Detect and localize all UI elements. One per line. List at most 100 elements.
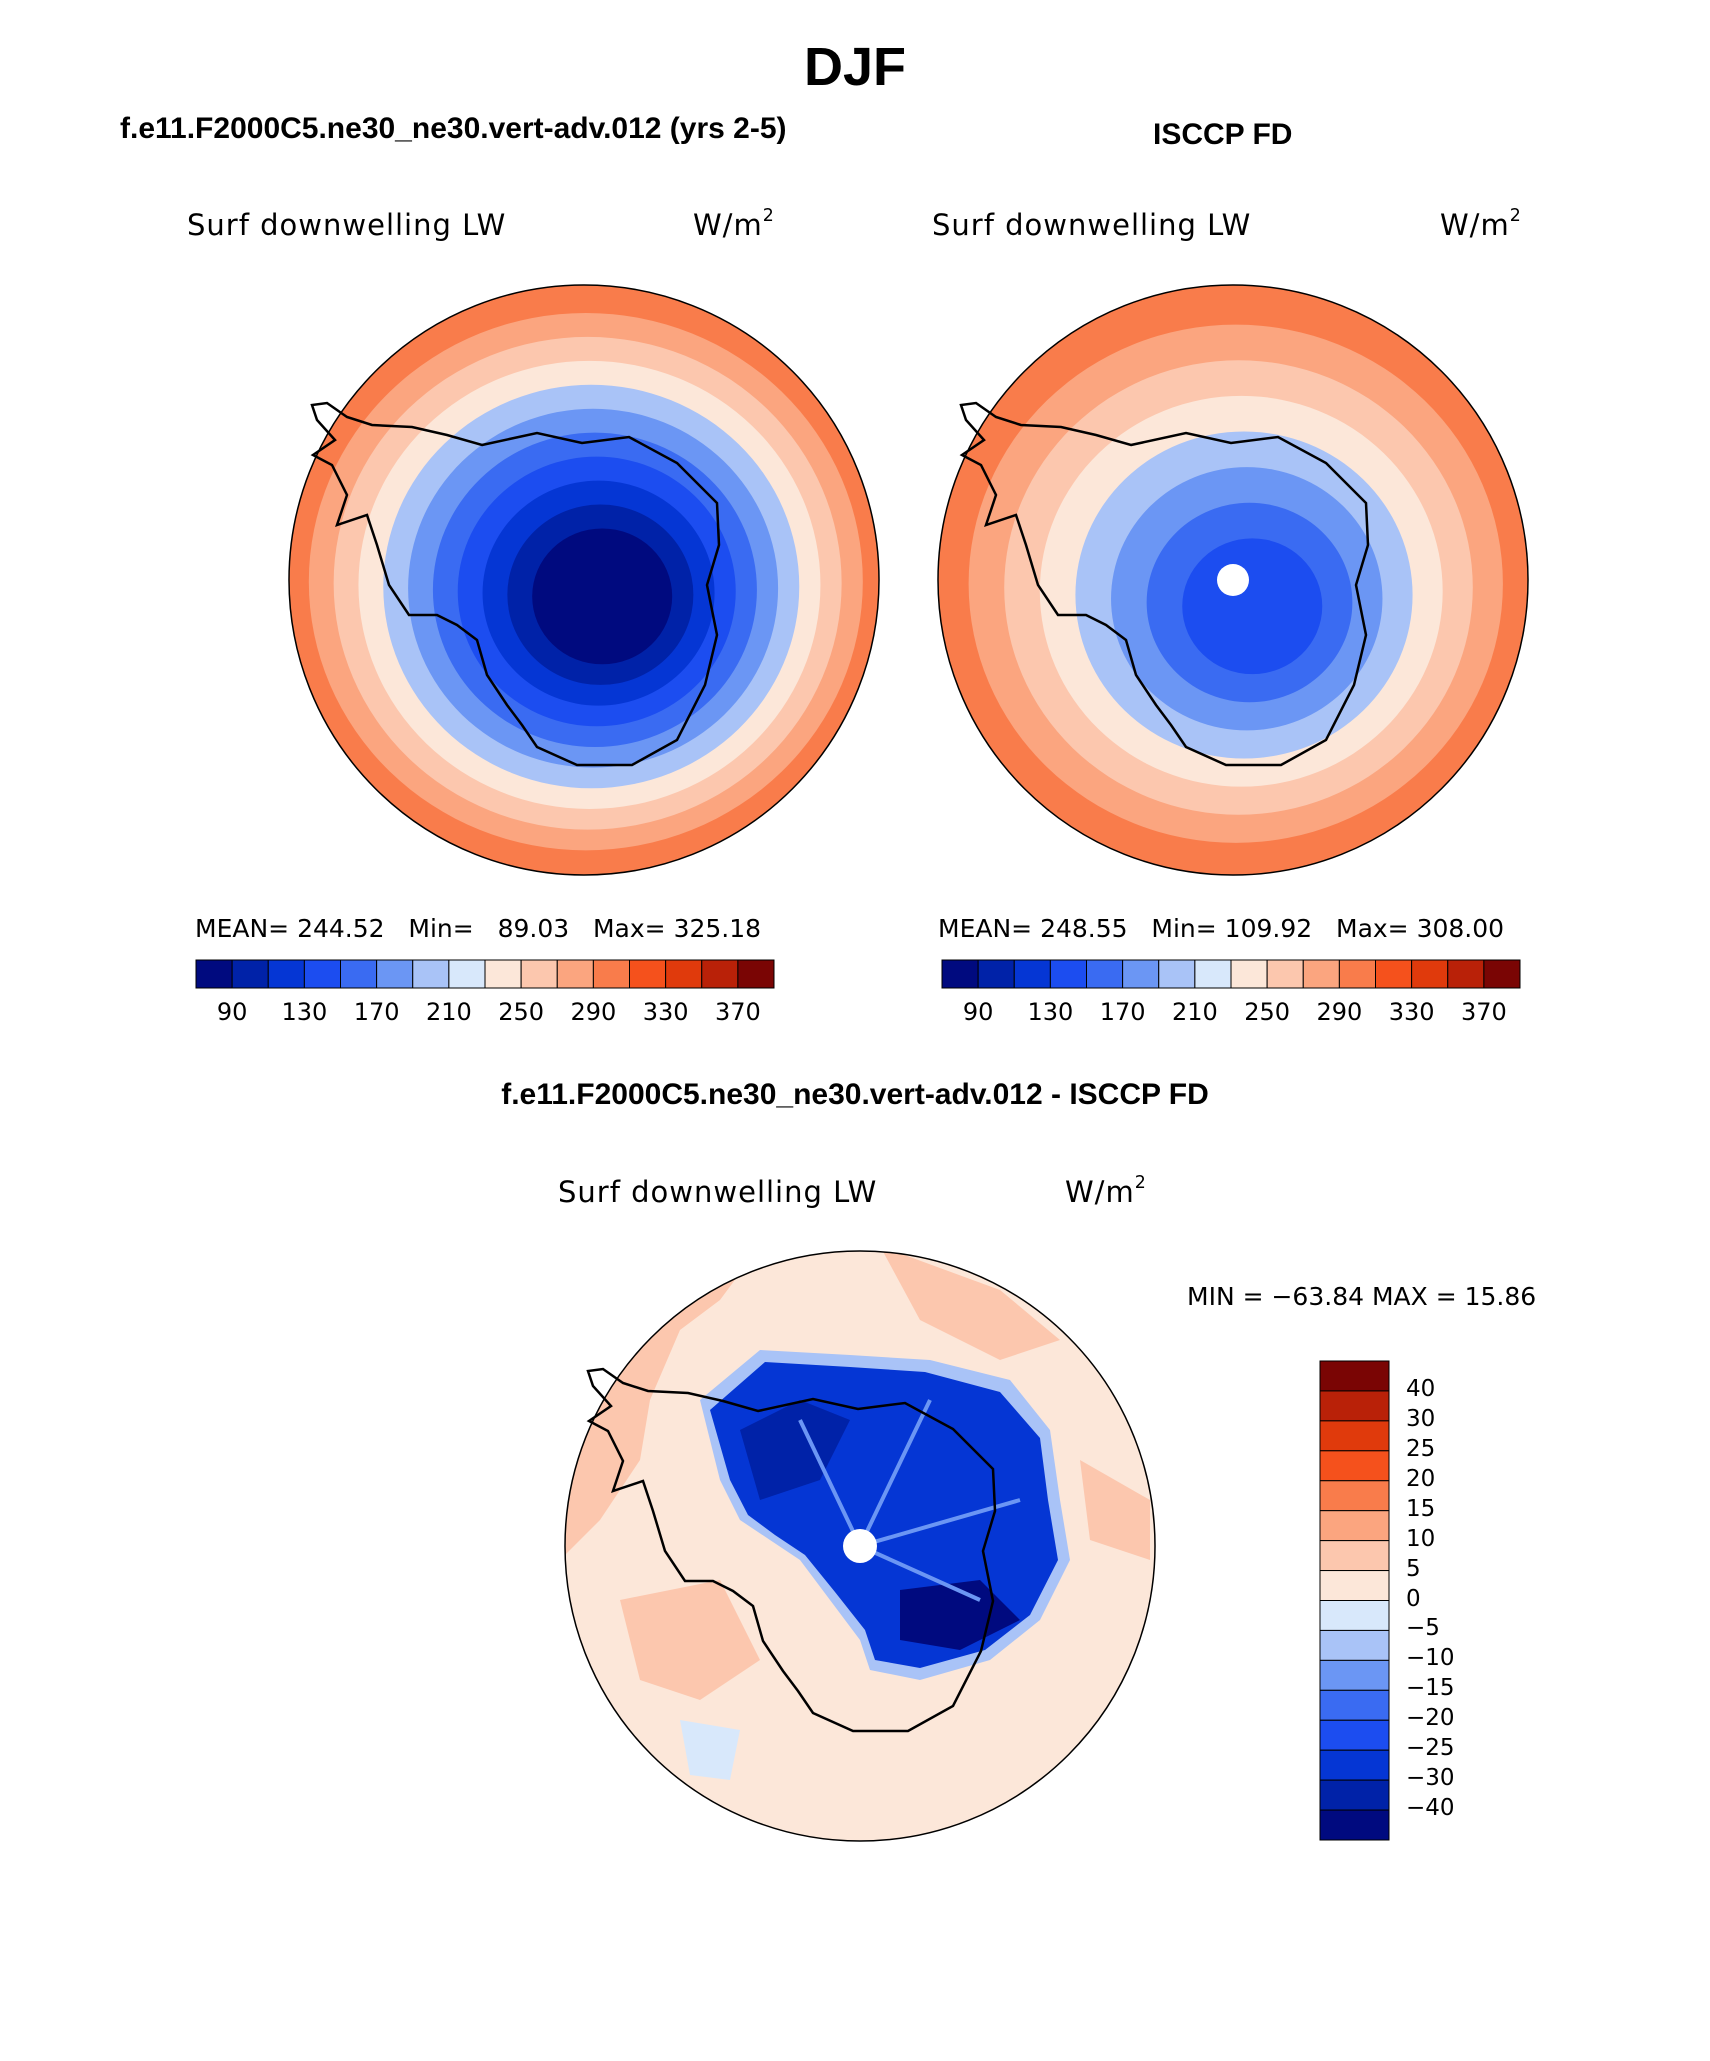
colorbar-box [267,959,305,989]
colorbar-tick-label: −40 [1406,1795,1455,1822]
colorbar-box [556,959,594,989]
panel-obs-colorbar [941,959,1521,989]
colorbar-tick-label: 170 [1099,998,1146,1026]
colorbar-tick-label: 210 [425,998,472,1026]
colorbar-box [1319,1510,1390,1542]
colorbar-box [737,959,775,989]
colorbar-tick-label: 30 [1406,1405,1436,1432]
colorbar-box [1049,959,1087,989]
colorbar-box [1194,959,1232,989]
colorbar-box [1483,959,1521,989]
colorbar-box [665,959,703,989]
panel-diff-coastline [586,1367,997,1733]
colorbar-tick-label: −5 [1406,1615,1440,1642]
panel-diff-variable: Surf downwelling LW [558,1175,878,1209]
colorbar-box [1319,1480,1390,1512]
colorbar-tick-label: 170 [353,998,400,1026]
colorbar-box [448,959,486,989]
colorbar-tick-label: −30 [1406,1765,1455,1792]
panel-model-map [289,285,879,875]
colorbar-tick-label: 330 [1388,998,1435,1026]
panel-obs-subtitle: ISCCP FD [1153,118,1293,151]
colorbar-box [520,959,558,989]
panel-obs-coastline [959,401,1370,767]
colorbar-box [1319,1689,1390,1721]
colorbar-tick-label: 330 [642,998,689,1026]
panel-diff-minmax: MIN = −63.84 MAX = 15.86 [1187,1282,1537,1311]
colorbar-box [1319,1600,1390,1631]
colorbar-tick-label: 370 [1460,998,1507,1026]
colorbar-box [1319,1749,1390,1781]
colorbar-tick-label: 210 [1171,998,1218,1026]
colorbar-box [1302,959,1340,989]
colorbar-tick-label: 250 [498,998,545,1026]
colorbar-tick-label: −15 [1406,1675,1455,1702]
panel-model-map-border [288,284,880,876]
colorbar-box [1319,1779,1390,1811]
colorbar-box [1338,959,1376,989]
colorbar-box [195,959,233,989]
colorbar-box [977,959,1015,989]
panel-obs-stats: MEAN= 248.55 Min= 109.92 Max= 308.00 [938,914,1505,943]
panel-model-coastline [310,401,721,767]
diff-field-cool-patch [680,1720,740,1780]
colorbar-tick-label: −10 [1406,1645,1455,1672]
colorbar-tick-label: −20 [1406,1705,1455,1732]
colorbar-box [412,959,450,989]
colorbar-tick-label: 130 [281,998,328,1026]
colorbar-box [1319,1719,1390,1751]
colorbar-tick-label: 370 [714,998,761,1026]
panel-obs-units: W/m2 [1440,205,1522,242]
colorbar-box [1447,959,1485,989]
colorbar-box [1013,959,1051,989]
panel-diff-subtitle: f.e11.F2000C5.ne30_ne30.vert-adv.012 - I… [501,1078,1209,1111]
colorbar-tick-label: 130 [1027,998,1074,1026]
panel-obs-pole-mask [1217,564,1249,596]
colorbar-tick-label: 25 [1406,1435,1436,1462]
diff-field-ice-coldest-east [900,1580,1020,1650]
colorbar-tick-label: 90 [216,998,248,1026]
colorbar-box [1086,959,1124,989]
colorbar-tick-label: 250 [1244,998,1291,1026]
colorbar-tick-label: −25 [1406,1735,1455,1762]
colorbar-box [629,959,667,989]
colorbar-box [303,959,341,989]
colorbar-tick-label: 5 [1406,1555,1421,1582]
panel-model-subtitle: f.e11.F2000C5.ne30_ne30.vert-adv.012 (yr… [120,112,787,145]
colorbar-tick-label: 0 [1406,1585,1421,1612]
colorbar-box [1158,959,1196,989]
colorbar-box [1319,1420,1390,1452]
panel-diff-colorbar [1319,1360,1390,1841]
panel-obs-variable: Surf downwelling LW [932,208,1252,242]
colorbar-box [1319,1360,1390,1392]
colorbar-tick-label: 290 [1316,998,1363,1026]
diff-field-warm-east [1080,1460,1150,1560]
colorbar-box [1375,959,1413,989]
colorbar-tick-label: 20 [1406,1465,1436,1492]
colorbar-box [1230,959,1268,989]
colorbar-box [941,959,979,989]
diff-field-warm-north [880,1251,1060,1360]
panel-model-stats: MEAN= 244.52 Min= 89.03 Max= 325.18 [195,914,762,943]
diff-field-warm-southwest [620,1580,760,1700]
colorbar-tick-label: 10 [1406,1525,1436,1552]
colorbar-tick-label: 290 [570,998,617,1026]
field-band [1182,538,1323,675]
panel-model-units: W/m2 [693,205,775,242]
colorbar-box [1319,1659,1390,1691]
colorbar-box [1319,1540,1390,1572]
panel-obs-map-border [937,284,1529,876]
diff-field-streaks [798,1399,1021,1602]
colorbar-box [1319,1629,1390,1661]
colorbar-box [231,959,269,989]
colorbar-box [340,959,378,989]
field-band [532,528,673,665]
colorbar-tick-label: 90 [962,998,994,1026]
main-title: DJF [803,37,906,97]
colorbar-box [701,959,739,989]
colorbar-box [1319,1809,1390,1841]
diff-field-ice-coldest-west [740,1400,850,1500]
colorbar-box [484,959,522,989]
colorbar-box [376,959,414,989]
